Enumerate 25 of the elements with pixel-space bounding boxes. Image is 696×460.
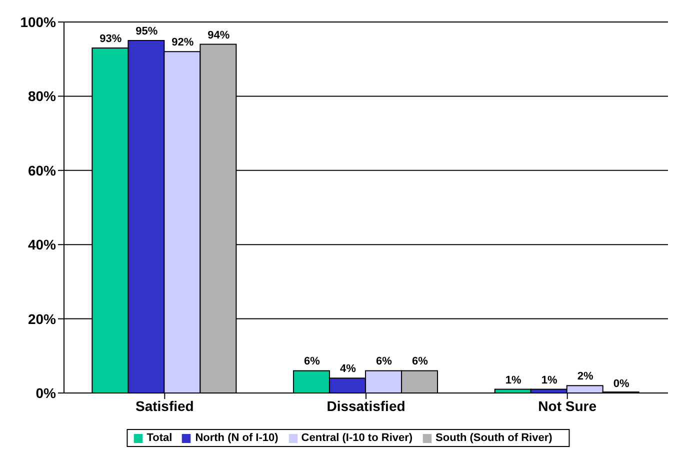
legend-label: North (N of I-10) bbox=[195, 432, 278, 444]
data-label: 6% bbox=[304, 356, 320, 368]
y-tick-label: 40% bbox=[28, 236, 57, 253]
data-label: 1% bbox=[541, 374, 558, 386]
legend-label: Central (I-10 to River) bbox=[301, 432, 413, 444]
legend-label: Total bbox=[146, 432, 172, 444]
x-tick-label: Not Sure bbox=[538, 398, 597, 414]
data-label: 95% bbox=[136, 26, 158, 38]
y-tick-label: 100% bbox=[20, 14, 57, 30]
data-label: 2% bbox=[577, 370, 594, 383]
y-tick-label: 80% bbox=[28, 88, 57, 104]
y-tick-label: 0% bbox=[36, 384, 57, 401]
y-tick-label: 20% bbox=[28, 310, 57, 327]
data-label: 4% bbox=[340, 363, 356, 376]
data-label: 6% bbox=[412, 356, 428, 368]
data-label: 94% bbox=[208, 29, 230, 42]
legend-label: South (South of River) bbox=[436, 432, 552, 444]
data-label: 1% bbox=[505, 374, 522, 386]
y-tick-label: 60% bbox=[28, 162, 57, 178]
data-label: 93% bbox=[100, 32, 122, 45]
data-label: 6% bbox=[376, 356, 392, 368]
data-label: 92% bbox=[172, 36, 194, 49]
data-label: 0% bbox=[613, 378, 630, 390]
x-tick-label: Dissatisfied bbox=[326, 398, 406, 414]
x-tick-label: Satisfied bbox=[135, 398, 194, 414]
